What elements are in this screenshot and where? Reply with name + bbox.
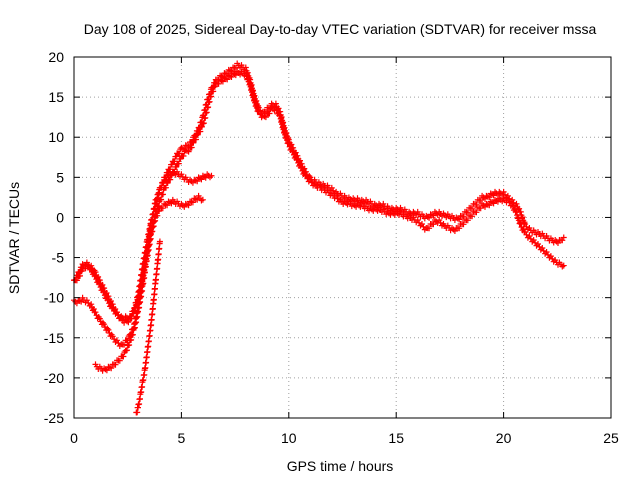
x-tick-labels: 0 5 10 15 20 25 — [70, 430, 619, 446]
y-tick-label: 0 — [56, 209, 64, 225]
y-tick-label: -20 — [44, 370, 64, 386]
x-tick-label: 10 — [281, 430, 297, 446]
plot-frame — [73, 56, 612, 419]
series-markers — [133, 238, 163, 416]
x-axis-title: GPS time / hours — [287, 458, 394, 474]
y-tick-label: -25 — [44, 410, 64, 426]
y-axis-title: SDTVAR / TECUs — [6, 182, 22, 294]
grid-lines — [74, 57, 611, 418]
y-tick-label: -5 — [52, 250, 65, 266]
x-tick-label: 25 — [603, 430, 619, 446]
y-tick-label: -15 — [44, 330, 64, 346]
series-track-5 — [133, 238, 163, 416]
y-tick-label: 10 — [48, 129, 64, 145]
x-tick-label: 0 — [70, 430, 78, 446]
series-track-4 — [92, 192, 206, 374]
y-tick-label: 15 — [48, 89, 64, 105]
series-markers — [92, 192, 206, 374]
x-tick-label: 5 — [178, 430, 186, 446]
axis-ticks — [73, 56, 612, 419]
x-tick-label: 20 — [496, 430, 512, 446]
y-tick-label: 5 — [56, 169, 64, 185]
chart-title: Day 108 of 2025, Sidereal Day-to-day VTE… — [84, 21, 597, 37]
y-tick-label: 20 — [48, 49, 64, 65]
y-tick-label: -10 — [44, 290, 64, 306]
y-tick-labels: -25 -20 -15 -10 -5 0 5 10 15 20 — [44, 49, 64, 426]
x-tick-label: 15 — [388, 430, 404, 446]
